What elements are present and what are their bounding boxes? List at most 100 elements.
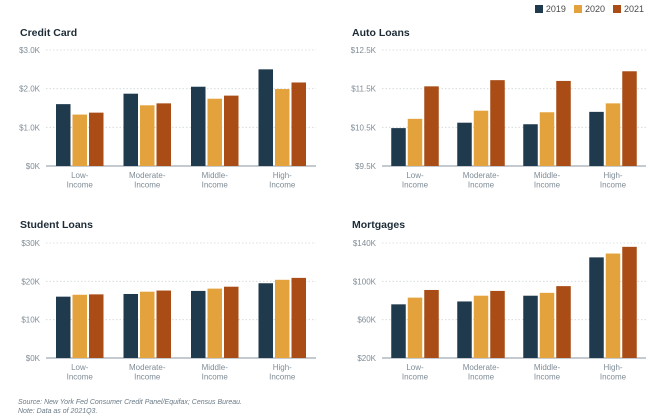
- bar-2019: [123, 93, 138, 166]
- y-tick-label: $12.5K: [351, 46, 377, 55]
- bar-2020: [473, 295, 489, 358]
- x-tick-label: Income: [534, 373, 561, 382]
- legend-label-2019: 2019: [545, 4, 566, 14]
- bar-2020: [140, 105, 155, 166]
- bar-2019: [56, 296, 71, 358]
- y-tick-label: $11.5K: [351, 85, 376, 94]
- bar-2019: [56, 104, 71, 166]
- chart-panel: Mortgages$20K$60K$100K$140KLow-IncomeMod…: [352, 219, 646, 382]
- y-tick-label: $9.5K: [355, 162, 377, 171]
- legend-swatch-2020: [573, 5, 582, 13]
- x-tick-label: Low-: [71, 171, 89, 180]
- bar-2021: [89, 112, 104, 166]
- x-tick-label: Income: [600, 373, 627, 382]
- chart-panel: Student Loans$0K$10K$20K$30KLow-IncomeMo…: [20, 219, 316, 382]
- x-tick-label: Income: [269, 181, 296, 190]
- legend-swatch-2019: [534, 5, 543, 13]
- x-tick-label: Moderate-: [463, 363, 500, 372]
- x-tick-label: Moderate-: [129, 171, 166, 180]
- bar-2020: [72, 114, 87, 166]
- bar-2019: [457, 122, 472, 166]
- bar-2019: [523, 295, 538, 358]
- bar-2021: [156, 103, 171, 166]
- y-tick-label: $20K: [357, 354, 376, 363]
- y-tick-label: $100K: [353, 277, 377, 286]
- chart-title: Credit Card: [20, 27, 77, 39]
- bar-2020: [407, 118, 423, 166]
- bar-2021: [424, 289, 439, 358]
- y-tick-label: $140K: [353, 239, 377, 248]
- x-tick-label: Income: [468, 181, 495, 190]
- x-tick-label: Income: [202, 373, 229, 382]
- bar-2021: [89, 294, 104, 358]
- bar-2021: [556, 286, 571, 358]
- bar-2020: [207, 98, 222, 166]
- x-tick-label: High-: [273, 171, 292, 180]
- legend-item-2021: 2021: [612, 4, 644, 14]
- bar-2019: [589, 257, 604, 358]
- x-tick-label: Low-: [71, 363, 89, 372]
- chart-title: Student Loans: [20, 219, 93, 231]
- x-tick-label: Income: [67, 181, 94, 190]
- bar-2021: [224, 286, 239, 358]
- bar-2019: [191, 86, 206, 166]
- bar-2019: [457, 301, 472, 358]
- x-tick-label: Income: [134, 373, 161, 382]
- legend-label-2021: 2021: [623, 4, 644, 14]
- chart-panel: Auto Loans$9.5K$10.5K$11.5K$12.5KLow-Inc…: [351, 27, 646, 190]
- chart-title: Auto Loans: [352, 27, 410, 39]
- bar-2020: [407, 297, 423, 358]
- y-tick-label: $30K: [21, 239, 40, 248]
- bar-2019: [191, 290, 206, 358]
- y-tick-label: $10.5K: [351, 123, 377, 132]
- bar-2021: [556, 80, 571, 166]
- data-note: Note: Data as of 2021Q3.: [18, 408, 98, 415]
- x-tick-label: Income: [202, 181, 229, 190]
- x-tick-label: Middle-: [202, 171, 229, 180]
- legend-item-2019: 2019: [534, 4, 566, 14]
- x-tick-label: Income: [534, 181, 561, 190]
- bar-2020: [207, 288, 222, 358]
- chart-legend: 2019 2020 2021: [534, 4, 644, 14]
- bar-2020: [605, 253, 621, 358]
- x-tick-label: Middle-: [534, 171, 561, 180]
- x-tick-label: Moderate-: [129, 363, 166, 372]
- bar-2019: [258, 283, 273, 358]
- bar-2020: [72, 294, 87, 358]
- x-tick-label: Income: [67, 373, 94, 382]
- x-tick-label: High-: [273, 363, 292, 372]
- bar-2020: [539, 112, 555, 166]
- x-tick-label: High-: [603, 363, 622, 372]
- x-tick-label: Income: [600, 181, 627, 190]
- bar-2021: [424, 86, 439, 166]
- bar-2021: [224, 95, 239, 166]
- bar-2021: [622, 246, 637, 358]
- source-note: Source: New York Fed Consumer Credit Pan…: [18, 399, 242, 406]
- y-tick-label: $20K: [21, 277, 40, 286]
- legend-label-2020: 2020: [584, 4, 605, 14]
- bar-2019: [391, 128, 406, 166]
- figure-notes: Source: New York Fed Consumer Credit Pan…: [18, 398, 242, 416]
- bar-2020: [275, 279, 290, 358]
- x-tick-label: Income: [269, 373, 296, 382]
- bar-2021: [291, 82, 306, 166]
- bar-2020: [473, 110, 489, 166]
- bar-2020: [605, 103, 621, 166]
- legend-swatch-2021: [612, 5, 621, 13]
- bar-2019: [123, 293, 138, 358]
- x-tick-label: Middle-: [534, 363, 561, 372]
- bar-2019: [523, 124, 538, 166]
- y-tick-label: $0K: [26, 354, 41, 363]
- bar-2021: [490, 290, 505, 358]
- x-tick-label: High-: [603, 171, 622, 180]
- bar-2019: [589, 111, 604, 166]
- x-tick-label: Low-: [406, 363, 424, 372]
- y-tick-label: $10K: [21, 316, 40, 325]
- x-tick-label: Low-: [406, 171, 424, 180]
- x-tick-label: Middle-: [202, 363, 229, 372]
- y-tick-label: $3.0K: [19, 46, 41, 55]
- bar-2020: [275, 89, 290, 166]
- x-tick-label: Income: [402, 181, 429, 190]
- chart-panel: Credit Card$0K$1.0K$2.0K$3.0KLow-IncomeM…: [19, 27, 316, 190]
- x-tick-label: Moderate-: [463, 171, 500, 180]
